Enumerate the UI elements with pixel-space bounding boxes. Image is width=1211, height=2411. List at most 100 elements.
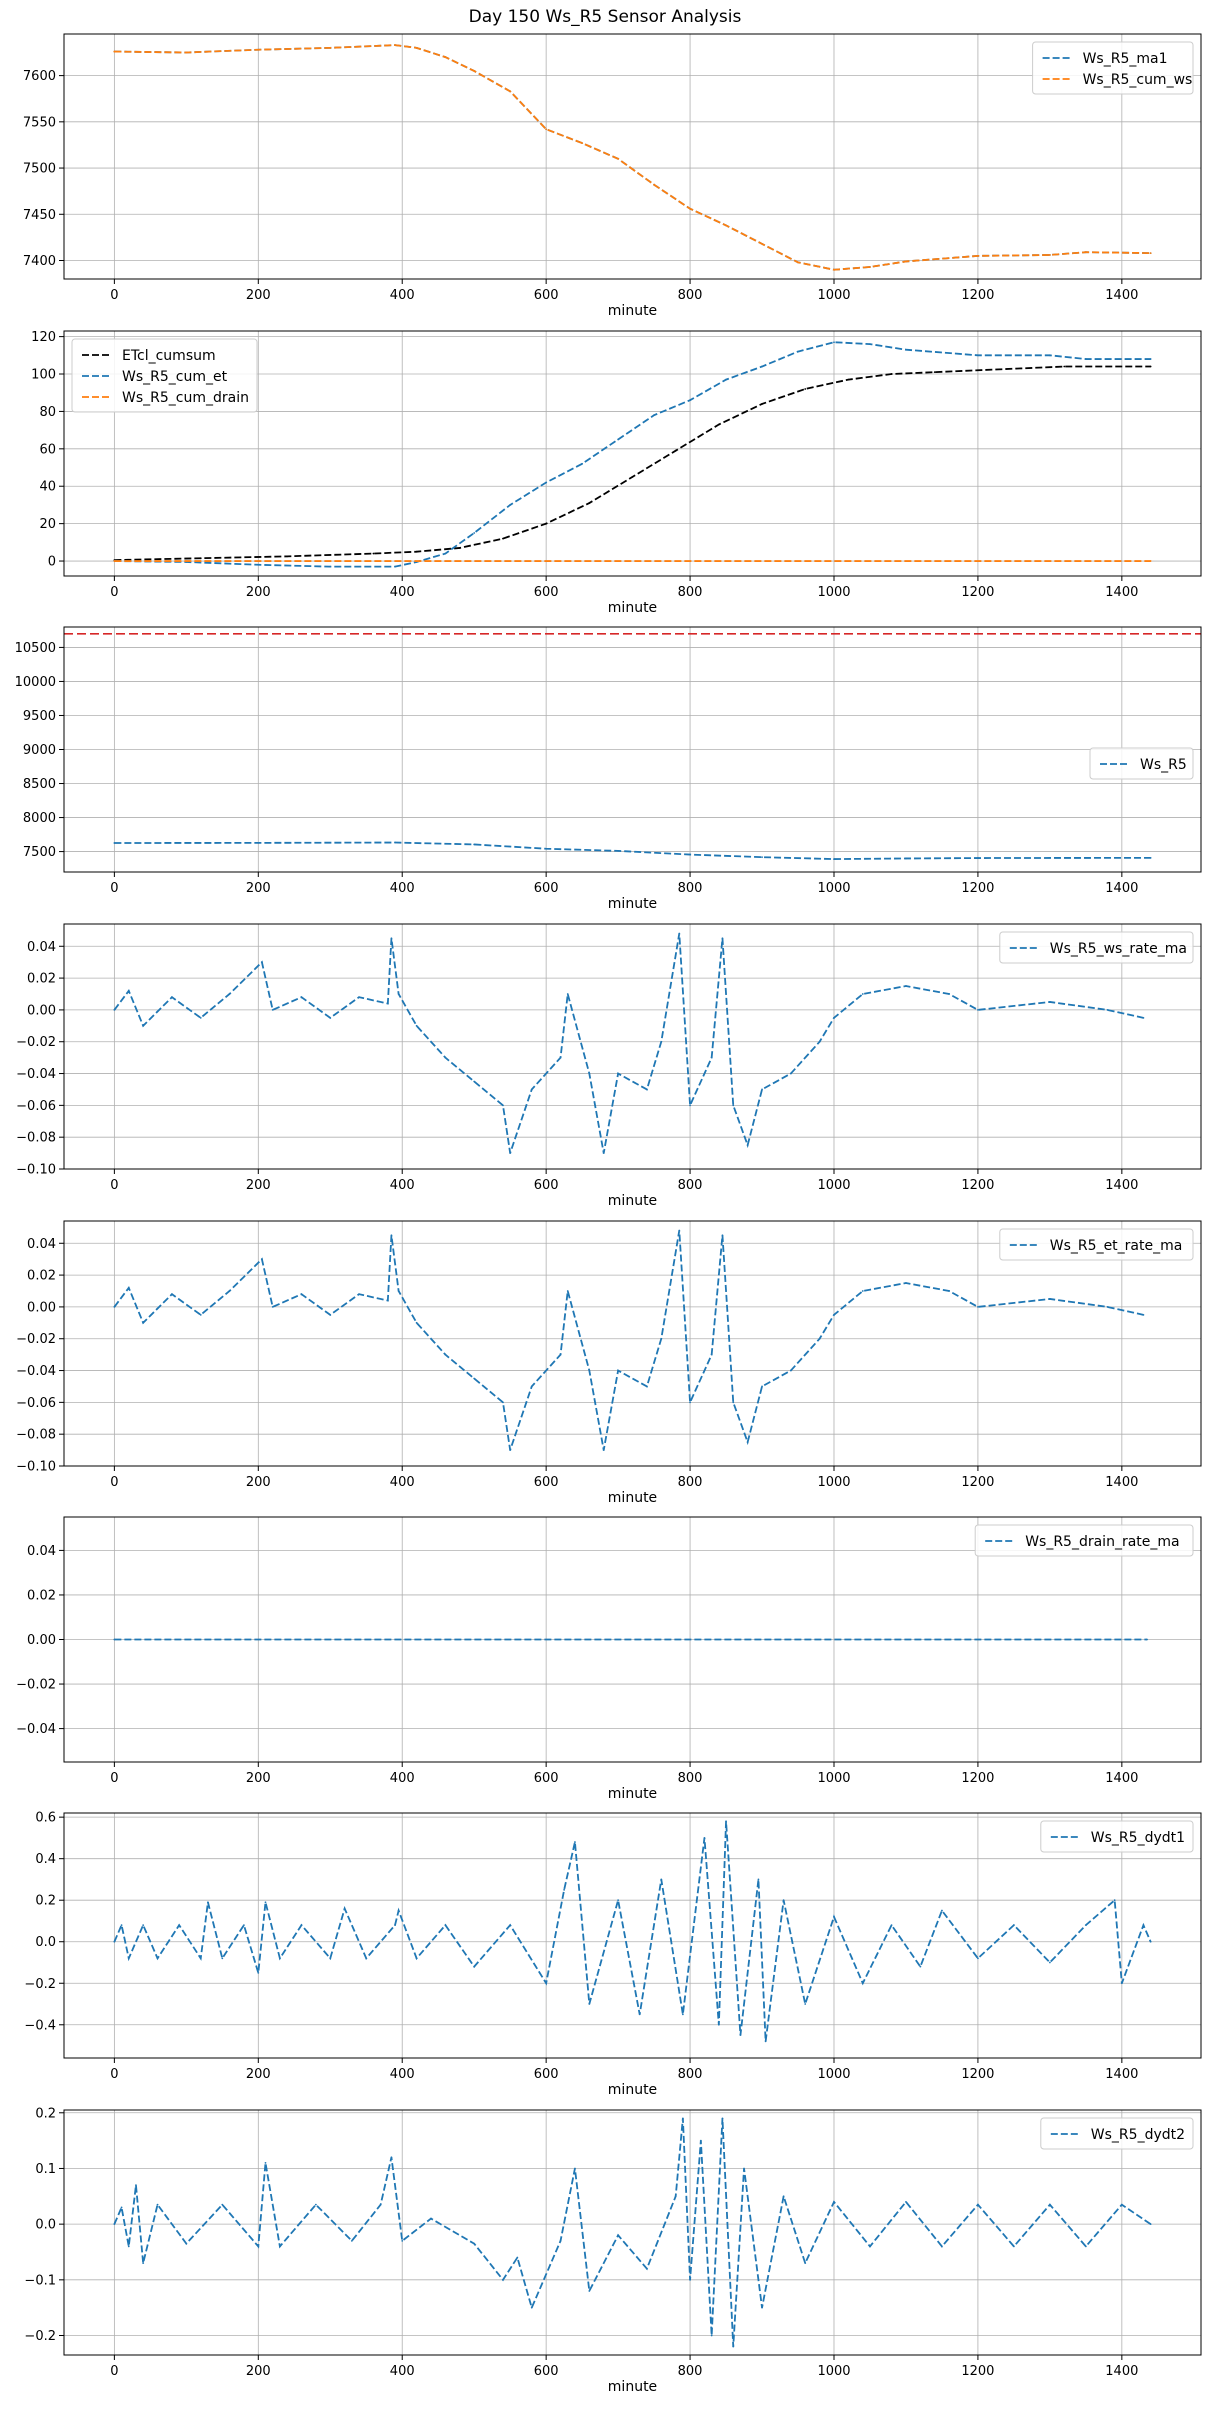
data-point	[127, 1286, 130, 1289]
data-point	[602, 1152, 605, 1154]
data-point	[260, 961, 263, 964]
data-point	[717, 2023, 720, 2026]
data-point	[300, 1924, 303, 1927]
x-tick-label: 400	[390, 2364, 415, 2379]
data-point	[509, 1924, 512, 1927]
x-tick-label: 1200	[961, 1178, 994, 1193]
y-tick-label: −0.02	[16, 1035, 56, 1050]
x-tick-label: 200	[246, 1475, 271, 1490]
data-point	[905, 1282, 907, 1284]
data-point	[1149, 358, 1152, 360]
data-point	[818, 1337, 821, 1340]
data-point	[905, 857, 907, 860]
data-point	[509, 1152, 512, 1154]
data-point	[732, 2345, 735, 2348]
x-tick-label: 600	[534, 1475, 559, 1490]
x-tick-label: 400	[390, 1771, 415, 1786]
x-tick-label: 1400	[1105, 1771, 1138, 1786]
data-point	[394, 565, 396, 568]
axes-frame	[63, 1220, 1202, 1467]
y-tick-label: 0.0	[35, 1935, 56, 1950]
y-tick-label: 9000	[23, 743, 56, 758]
panel-5: 0 200 400 600 800 1000 1200 1400 −0.10 −0.08 −0.06…	[16, 1220, 1202, 1506]
data-point	[588, 502, 591, 504]
data-point	[721, 1234, 724, 1237]
data-point	[761, 365, 763, 368]
y-tick-label: 20	[39, 517, 56, 532]
y-tick-label: −0.04	[16, 1364, 56, 1379]
data-point	[948, 993, 951, 995]
data-point	[257, 1971, 260, 1974]
legend-box	[974, 1524, 1194, 1557]
data-point	[617, 157, 620, 160]
y-tick-label: 0.2	[35, 1894, 56, 1909]
plot-area	[113, 341, 1152, 568]
data-point	[113, 2223, 116, 2226]
y-tick-label: 0.6	[35, 1811, 56, 1826]
plot-area	[113, 932, 1145, 1154]
data-point	[782, 2195, 785, 2198]
data-point	[271, 1009, 274, 1011]
data-point	[1149, 560, 1152, 562]
legend-label: Ws_R5_ma1	[1083, 51, 1168, 67]
data-point	[415, 550, 418, 553]
data-point	[1048, 1001, 1051, 1003]
data-point	[502, 537, 504, 540]
plot-area	[113, 1229, 1145, 1451]
data-point	[113, 1009, 116, 1011]
data-point	[847, 378, 850, 381]
data-point	[617, 438, 620, 441]
data-point	[260, 1258, 263, 1261]
legend-label: Ws_R5_cum_drain	[122, 390, 249, 406]
legend-label: Ws_R5_cum_et	[122, 369, 228, 385]
data-point	[430, 2217, 432, 2220]
data-point	[343, 1907, 346, 1910]
data-point	[171, 1293, 173, 1296]
data-point	[732, 1401, 735, 1404]
data-point	[645, 2267, 648, 2270]
x-axis-label: minute	[608, 1786, 657, 1802]
data-point	[113, 1638, 116, 1641]
data-point	[390, 2156, 393, 2159]
data-point	[890, 1924, 893, 1927]
data-point	[221, 1957, 224, 1960]
data-point	[833, 1915, 835, 1918]
data-point	[764, 2040, 767, 2043]
data-point	[142, 1321, 145, 1324]
plot-area	[64, 633, 1201, 860]
data-point	[271, 1306, 274, 1308]
data-point	[545, 847, 548, 850]
x-axis-label: minute	[608, 2379, 657, 2395]
data-point	[869, 266, 871, 268]
data-point	[703, 1837, 706, 1839]
data-point	[721, 937, 724, 940]
data-point	[1142, 1016, 1145, 1019]
legend-box	[1032, 41, 1194, 95]
data-point	[502, 1104, 504, 1107]
legend-label: Ws_R5_dydt2	[1091, 2127, 1185, 2143]
y-tick-label: −0.08	[16, 1428, 56, 1443]
data-point	[1020, 367, 1022, 370]
data-point	[1149, 856, 1152, 859]
x-tick-label: 600	[534, 2364, 559, 2379]
plot-area	[113, 1638, 1148, 1641]
figure-title: Day 150 Ws_R5 Sensor Analysis	[469, 7, 742, 27]
data-point	[397, 1290, 400, 1292]
data-point	[1048, 1298, 1051, 1300]
y-tick-label: 0.04	[27, 1237, 56, 1252]
legend-label: ETcl_cumsum	[122, 348, 216, 364]
data-point	[563, 1888, 566, 1891]
y-tick-label: −0.04	[16, 1067, 56, 1082]
legend-box	[999, 1228, 1194, 1261]
data-point	[689, 2278, 691, 2281]
x-tick-label: 1400	[1105, 1178, 1138, 1193]
x-tick-label: 800	[678, 2067, 703, 2082]
y-tick-label: 0.00	[27, 1003, 56, 1018]
data-point	[645, 1385, 648, 1388]
y-tick-label: 7550	[23, 115, 56, 130]
data-point	[1149, 252, 1152, 255]
legend: Ws_R5_et_rate_ma	[999, 1228, 1194, 1261]
y-tick-label: 8500	[23, 777, 56, 792]
data-point	[185, 51, 188, 54]
data-point	[977, 857, 979, 859]
